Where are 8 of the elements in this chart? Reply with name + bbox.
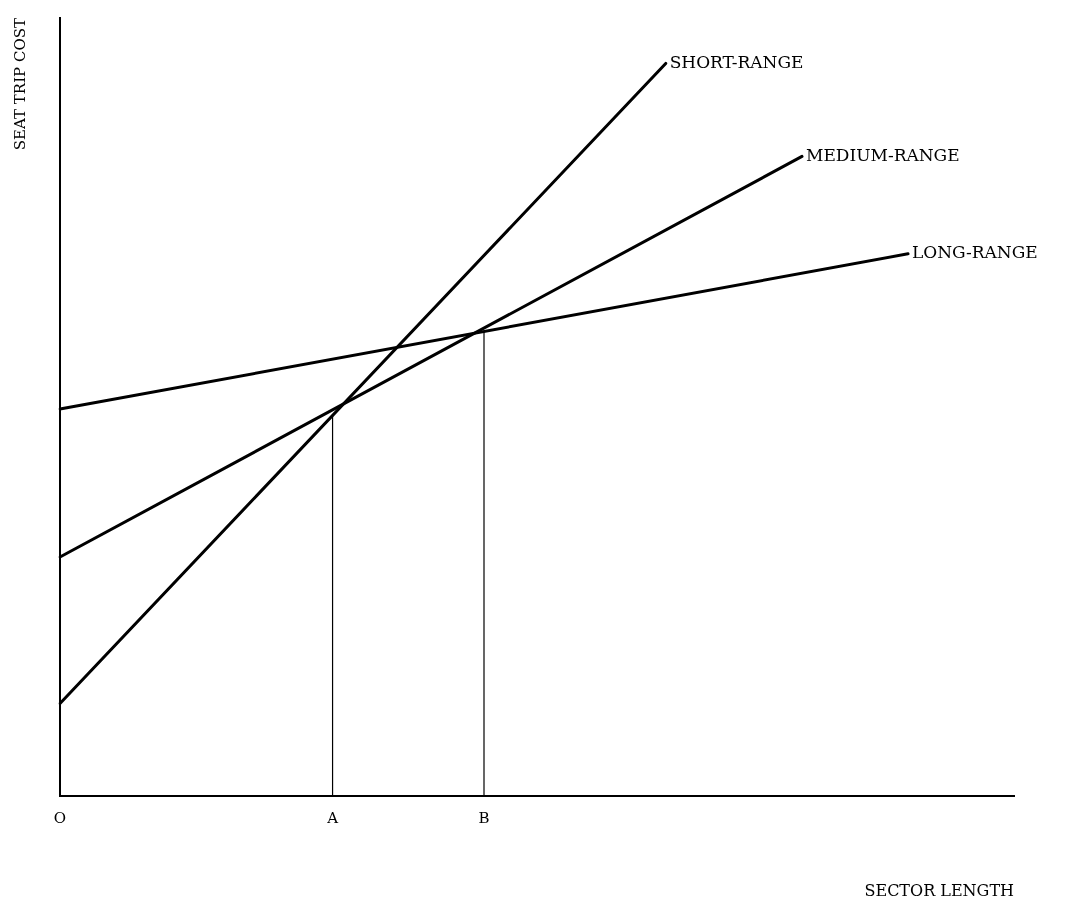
series-label: SHORT-RANGE [669, 51, 804, 72]
series-label: MEDIUM-RANGE [806, 144, 960, 165]
x-tick-label: O [53, 808, 67, 827]
y-axis-title: SEAT TRIP COST [10, 18, 29, 151]
x-tick-label: B [478, 808, 490, 827]
x-tick-label: A [326, 808, 339, 827]
series-label: LONG-RANGE [912, 242, 1038, 263]
x-axis-title: SECTOR LENGTH [864, 880, 1015, 900]
